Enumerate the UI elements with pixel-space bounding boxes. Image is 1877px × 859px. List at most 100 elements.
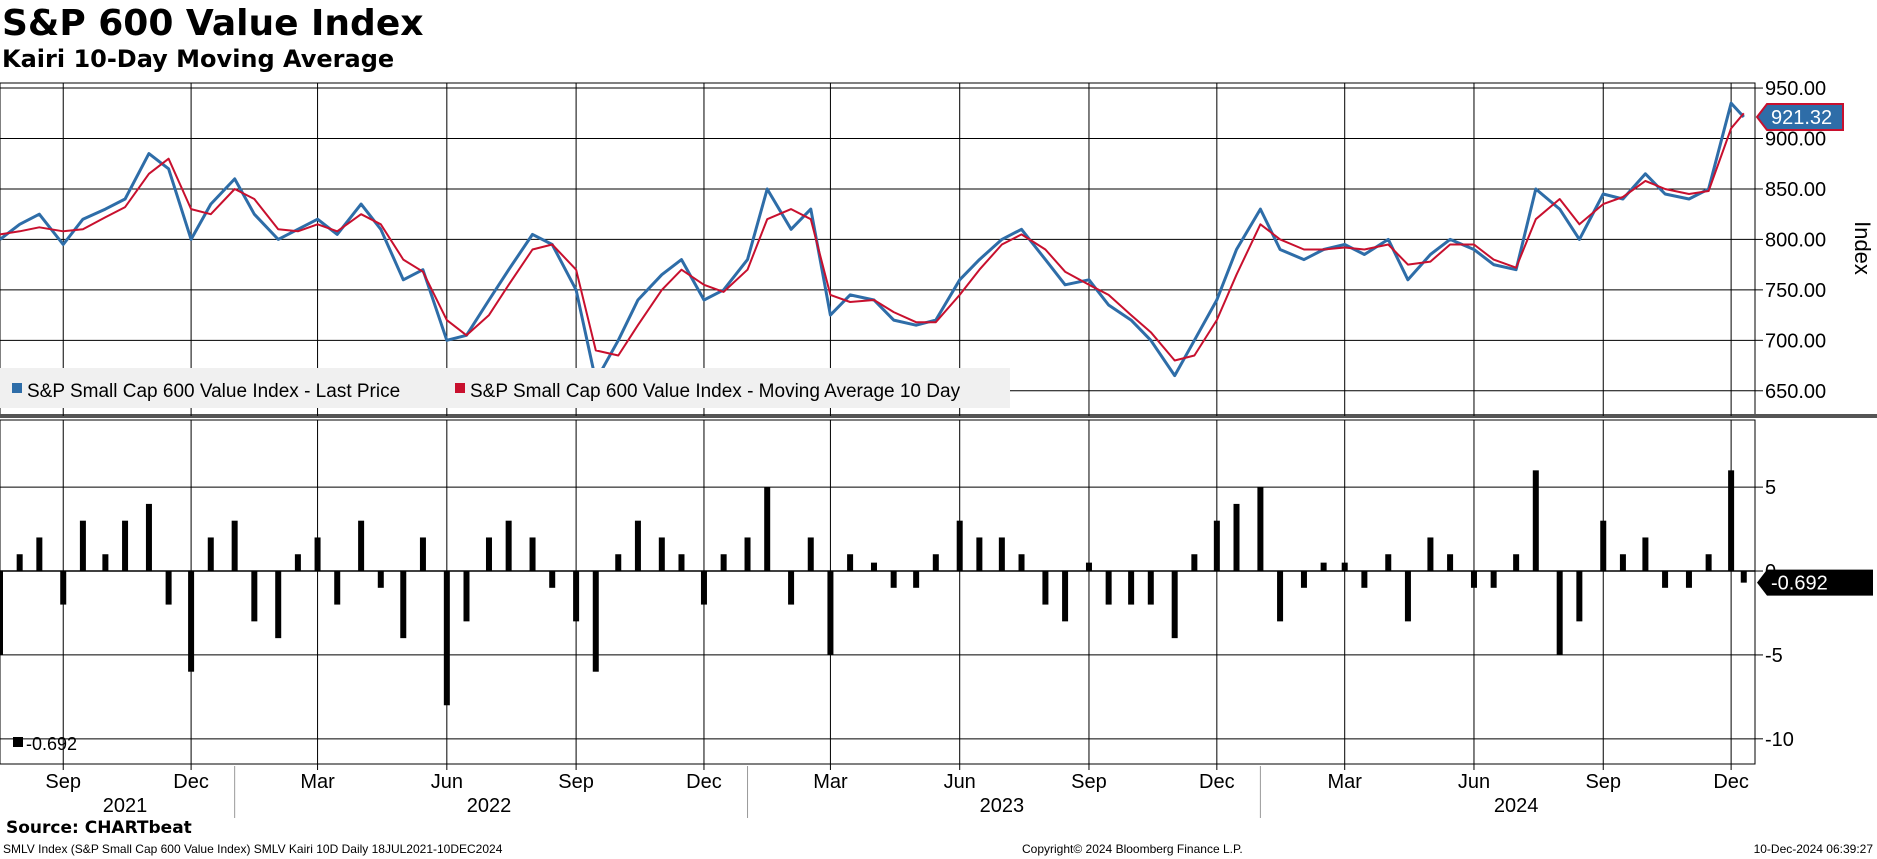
kairi-bar [956,520,963,572]
price-panel: 650.00 700.00 750.00 800.00 850.00 900.00 950.… [0,78,1877,418]
kairi-bar [1404,571,1411,622]
kairi-bar [314,537,321,572]
x-tick-label-year: 2023 [980,795,1025,817]
kairi-bar [1740,571,1747,583]
footer-timestamp: 10-Dec-2024 06:39:27 [1753,842,1873,856]
x-tick-label-month: Mar [813,771,848,793]
kairi-bar [188,571,195,672]
kairi-bar [1147,571,1154,605]
kairi-bar [36,537,43,572]
kairi-bar [400,571,407,639]
kairi-bar [358,520,365,572]
price-tick-label: 950.00 [1765,78,1826,100]
kairi-bar [1042,571,1049,605]
kairi-bar [102,554,109,572]
kairi-bar [1128,571,1135,605]
kairi-bar [998,537,1005,572]
kairi-bar [122,520,129,572]
kairi-bar [1642,537,1649,572]
kairi-bar [932,554,939,572]
legend-background [0,368,1010,408]
price-last-value-tag [1755,102,1844,131]
kairi-bar [529,537,536,572]
kairi-bar [79,520,86,572]
kairi-bar [913,571,920,588]
price-plot-frame [0,82,1756,417]
kairi-bar [1576,571,1583,622]
price-tick-label: 750.00 [1765,280,1826,302]
kairi-bar [1191,554,1198,572]
kairi-bar [419,537,426,572]
x-tick-label-month: Sep [558,771,594,793]
kairi-bar [377,571,384,588]
legend-label-price: S&P Small Cap 600 Value Index - Last Pri… [27,381,400,402]
kairi-panel: -10-505-0.692 [0,419,1873,770]
kairi-bar [165,571,172,605]
kairi-bar [1556,571,1563,655]
x-tick-label-month: Dec [173,771,209,793]
x-tick-label-month: Sep [1585,771,1621,793]
kairi-bar [1705,554,1712,572]
source-note: Source: CHARTbeat [6,818,192,838]
kairi-last-value-tag [1757,569,1873,596]
footer-copyright: Copyright© 2024 Bloomberg Finance L.P. [1022,842,1243,856]
kairi-bar [573,571,580,622]
x-axis: Sep Dec Mar Jun Sep Dec Mar Jun Sep Dec Mar Jun Sep D… [45,766,1749,818]
kairi-bar [976,537,983,572]
x-tick-label-month: Mar [1327,771,1362,793]
legend: S&P Small Cap 600 Value Index - Last Pri… [0,368,1010,408]
kairi-legend-value: -0.692 [26,734,77,754]
kairi-bar [1532,470,1539,572]
kairi-bar [1018,554,1025,572]
kairi-bar [827,571,834,655]
legend-label-ma: S&P Small Cap 600 Value Index - Moving A… [470,381,961,402]
x-tick-label-month: Dec [1713,771,1749,793]
kairi-bar [334,571,341,605]
kairi-bar [16,554,23,572]
x-tick-label-month: Dec [686,771,722,793]
kairi-bar [1233,503,1240,572]
kairi-legend-swatch [13,737,23,747]
kairi-bar [1320,562,1327,572]
kairi-bar [1600,520,1607,572]
kairi-bar [505,520,512,572]
price-tick-label: 700.00 [1765,330,1826,352]
x-tick-label-month: Jun [1458,771,1490,793]
kairi-bar [60,571,67,605]
kairi-bar [231,520,238,572]
kairi-bar [788,571,795,605]
kairi-bar [847,554,854,572]
kairi-bar [294,554,301,572]
kairi-tick-label: 5 [1765,477,1776,499]
price-tick-label: 650.00 [1765,381,1826,403]
kairi-bar [1105,571,1112,605]
kairi-bar [1490,571,1497,588]
x-tick-label-month: Jun [431,771,463,793]
kairi-bar [0,571,3,655]
kairi-bar [764,487,771,572]
kairi-tick-label: -5 [1765,645,1783,667]
kairi-bar [700,571,707,605]
x-tick-label-month: Jun [944,771,976,793]
kairi-bar [1662,571,1669,588]
kairi-legend: -0.692 [13,734,77,754]
x-tick-label-month: Sep [1071,771,1107,793]
kairi-tick-label: -10 [1765,729,1794,751]
y-axis-label: Index [1850,221,1875,275]
footer-description: SMLV Index (S&P Small Cap 600 Value Inde… [3,842,503,856]
price-line [0,101,1745,383]
chart-title: S&P 600 Value Index [2,3,424,44]
price-tick-label: 800.00 [1765,229,1826,251]
kairi-bar [1085,562,1092,572]
x-tick-label-month: Dec [1199,771,1235,793]
kairi-bar [1427,537,1434,572]
kairi-bar [145,503,152,572]
kairi-bar [1619,554,1626,572]
legend-swatch-ma [455,383,465,393]
kairi-bar [1257,487,1264,572]
kairi-bar [1513,554,1520,572]
kairi-bar [807,537,814,572]
kairi-bar [251,571,258,622]
kairi-bar [744,537,751,572]
